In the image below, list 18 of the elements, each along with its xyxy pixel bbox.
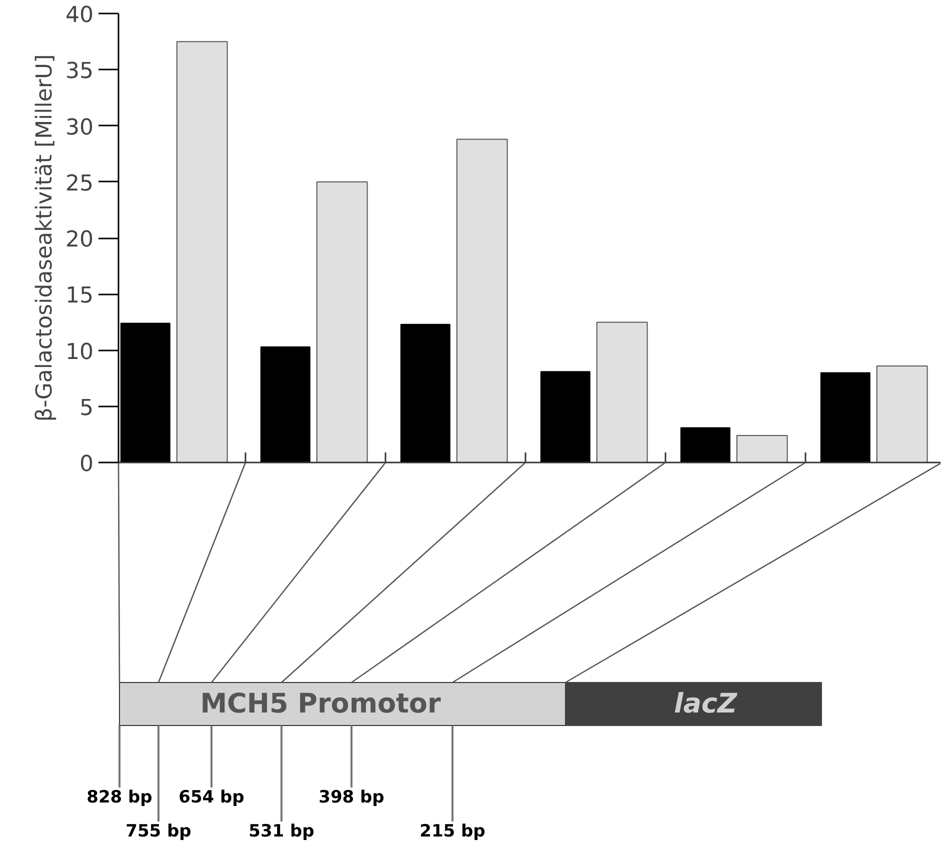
- text: 654 bp: [178, 788, 244, 808]
- y-tick-label: 25: [66, 171, 94, 196]
- y-tick-label: 5: [80, 396, 94, 421]
- text: 755 bp: [126, 822, 192, 842]
- y-tick-label: 20: [66, 228, 94, 252]
- y-tick-label: 40: [66, 3, 94, 28]
- text: MCH5 Promotor: [200, 688, 442, 720]
- y-tick-label: 35: [66, 59, 94, 84]
- y-tick-label: 0: [80, 452, 94, 477]
- text: 828 bp: [86, 788, 152, 808]
- text: 531 bp: [248, 822, 314, 842]
- y-tick-label: 15: [66, 284, 94, 309]
- text: lacZ: [674, 688, 738, 720]
- text: 215 bp: [420, 822, 486, 842]
- y-axis-title: β-Galactosidaseaktivität [MillerU]: [32, 54, 58, 422]
- text: 398 bp: [318, 788, 384, 808]
- y-tick-label: 10: [66, 340, 94, 365]
- y-tick-label: 30: [66, 115, 94, 140]
